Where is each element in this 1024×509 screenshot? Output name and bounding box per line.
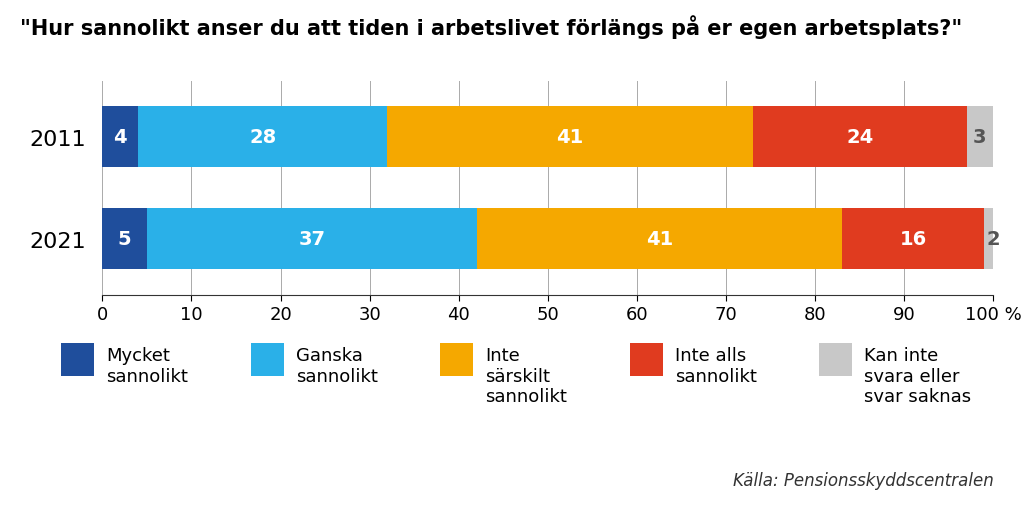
Text: 4: 4 (114, 128, 127, 147)
Bar (842, 209, 984, 270)
Text: 24: 24 (846, 128, 873, 147)
Bar (138, 107, 387, 168)
Bar (102, 107, 138, 168)
Text: 3: 3 (973, 128, 987, 147)
Text: Mycket
sannolikt: Mycket sannolikt (106, 346, 188, 385)
Bar (967, 107, 993, 168)
Text: 28: 28 (249, 128, 276, 147)
Bar (387, 107, 753, 168)
Bar (476, 209, 842, 270)
Text: Inte alls
sannolikt: Inte alls sannolikt (675, 346, 757, 385)
Text: Kan inte
svara eller
svar saknas: Kan inte svara eller svar saknas (864, 346, 972, 406)
Text: 5: 5 (118, 230, 131, 249)
Bar (102, 209, 147, 270)
Bar (753, 107, 967, 168)
Text: 41: 41 (645, 230, 673, 249)
Bar (147, 209, 476, 270)
Text: Ganska
sannolikt: Ganska sannolikt (296, 346, 378, 385)
Text: Källa: Pensionsskyddscentralen: Källa: Pensionsskyddscentralen (732, 471, 993, 489)
Text: "Hur sannolikt anser du att tiden i arbetslivet förlängs på er egen arbetsplats?: "Hur sannolikt anser du att tiden i arbe… (20, 15, 963, 39)
Bar (984, 209, 1002, 270)
Text: Inte
särskilt
sannolikt: Inte särskilt sannolikt (485, 346, 567, 406)
Text: 2: 2 (986, 230, 1000, 249)
Text: 16: 16 (899, 230, 927, 249)
Text: 37: 37 (298, 230, 326, 249)
Text: 41: 41 (556, 128, 584, 147)
